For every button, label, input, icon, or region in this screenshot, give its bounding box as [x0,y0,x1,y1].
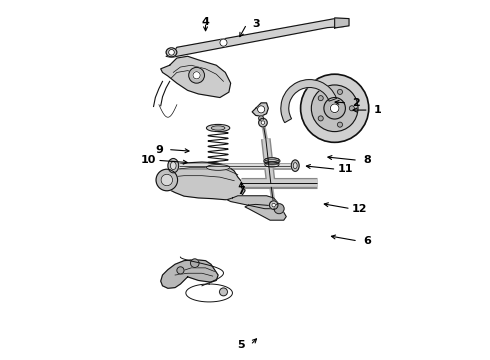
Polygon shape [161,56,231,98]
Wedge shape [281,80,337,123]
Text: 3: 3 [252,19,260,29]
Polygon shape [245,204,286,220]
Circle shape [318,96,323,101]
Circle shape [300,74,368,142]
Polygon shape [161,260,218,288]
Circle shape [220,39,227,46]
Ellipse shape [206,165,230,170]
Circle shape [272,203,275,207]
Text: 5: 5 [238,340,245,350]
Circle shape [169,49,174,55]
Circle shape [338,122,343,127]
Ellipse shape [168,158,179,173]
Polygon shape [161,162,245,200]
Circle shape [156,169,177,191]
Ellipse shape [291,160,299,171]
Circle shape [177,267,184,274]
Text: 10: 10 [141,155,156,165]
Circle shape [258,106,265,113]
Polygon shape [335,18,349,28]
Circle shape [259,116,264,121]
Ellipse shape [166,48,177,57]
Ellipse shape [264,158,280,164]
Text: 4: 4 [201,17,210,27]
Text: 11: 11 [338,164,353,174]
Circle shape [220,288,227,296]
Text: 9: 9 [155,144,163,154]
Text: 7: 7 [238,186,245,196]
Circle shape [261,121,265,125]
Ellipse shape [265,162,279,167]
Ellipse shape [171,162,176,170]
Circle shape [191,259,199,267]
Polygon shape [166,19,347,57]
Polygon shape [227,196,279,209]
Circle shape [324,98,345,119]
Ellipse shape [206,125,230,132]
Circle shape [349,106,354,111]
Circle shape [274,204,284,214]
Circle shape [330,104,339,113]
Text: 8: 8 [363,155,371,165]
Text: 1: 1 [374,105,382,115]
Polygon shape [252,103,269,116]
Text: 2: 2 [352,98,360,108]
Text: 6: 6 [363,236,371,246]
Circle shape [193,72,200,79]
Circle shape [270,201,278,210]
Circle shape [311,85,358,132]
Circle shape [161,174,172,186]
Circle shape [318,116,323,121]
Circle shape [259,118,267,127]
Circle shape [189,67,204,83]
Ellipse shape [211,126,225,130]
Ellipse shape [293,163,297,169]
Text: 12: 12 [352,204,368,214]
Circle shape [338,89,343,94]
